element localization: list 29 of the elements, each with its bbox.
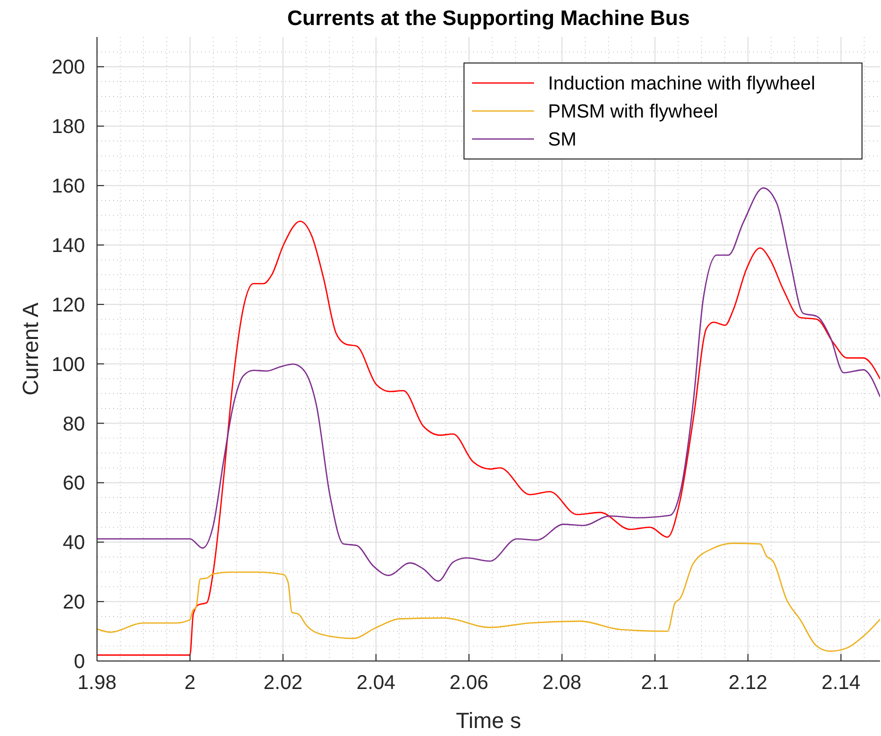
y-tick-label: 0	[74, 651, 85, 673]
legend-label: Induction machine with flywheel	[548, 74, 816, 95]
y-tick-label: 200	[52, 56, 85, 79]
x-tick-label: 2.12	[728, 672, 768, 694]
x-axis-title: Time s	[456, 708, 522, 733]
line-series	[97, 187, 880, 582]
x-tick-label: 2.04	[356, 672, 396, 694]
y-tick-label: 180	[52, 116, 85, 138]
y-tick-label: 20	[62, 592, 85, 614]
x-tick-label: 2	[184, 672, 196, 694]
legend-label: PMSM with flywheel	[548, 102, 718, 123]
y-tick-label: 160	[52, 176, 85, 198]
y-tick-label: 80	[62, 413, 85, 436]
y-tick-label: 40	[62, 532, 85, 554]
y-tick-label: 140	[52, 235, 85, 257]
legend-label: SM	[548, 130, 576, 151]
chart-title: Currents at the Supporting Machine Bus	[287, 7, 690, 30]
x-tick-label: 2.08	[542, 672, 582, 694]
y-tick-label: 60	[62, 472, 85, 495]
x-tick-label: 1.98	[78, 672, 116, 694]
line-series	[97, 542, 880, 652]
x-tick-label: 2.1	[641, 672, 669, 694]
x-tick-label: 2.02	[264, 672, 302, 694]
y-tick-label: 120	[52, 294, 85, 316]
x-tick-label: 2.06	[450, 672, 488, 694]
line-series	[97, 220, 880, 656]
x-tick-label: 2.14	[821, 672, 860, 694]
y-tick-label: 100	[52, 354, 85, 376]
y-axis-title: Current A	[18, 302, 43, 396]
